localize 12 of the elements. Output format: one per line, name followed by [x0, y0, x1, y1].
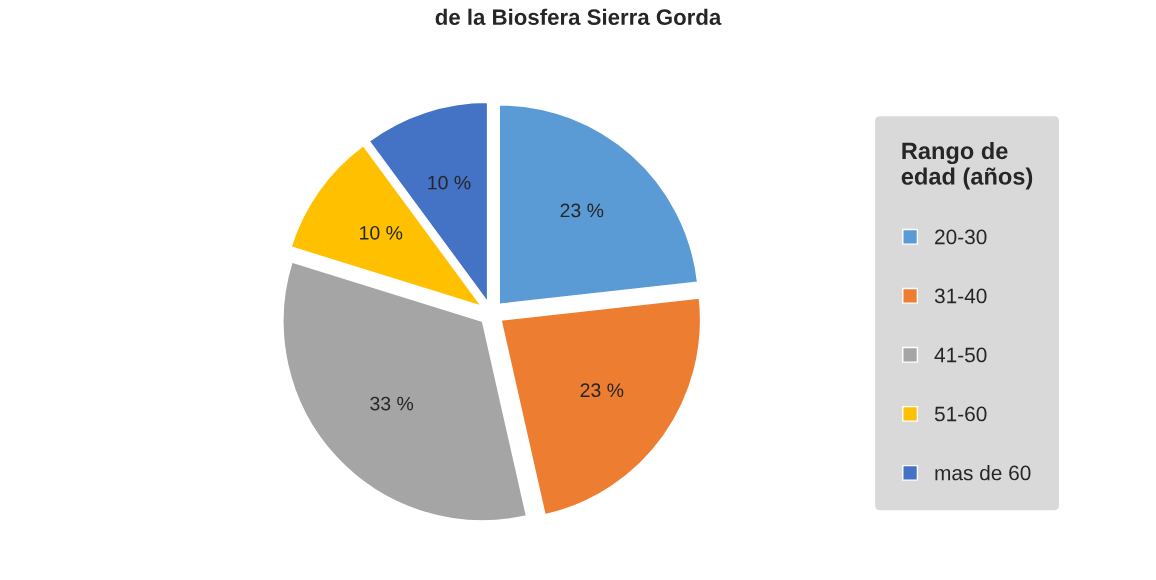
- legend-label: 20-30: [935, 229, 987, 245]
- chart-title: de la Biosfera Sierra Gorda: [435, 8, 722, 26]
- data-label: 10 %: [360, 225, 403, 240]
- legend-label: 31-40: [934, 288, 987, 304]
- legend-title: Rango de edad (años): [901, 141, 1033, 190]
- data-label: 33 %: [370, 396, 414, 411]
- legend-label: 51-60: [934, 406, 987, 422]
- legend-label: 41-50: [934, 347, 987, 363]
- data-label: 23 %: [560, 203, 604, 218]
- legend-label: mas de 60: [935, 465, 1031, 481]
- data-label: 23 %: [580, 383, 624, 398]
- data-label: 10 %: [428, 175, 471, 190]
